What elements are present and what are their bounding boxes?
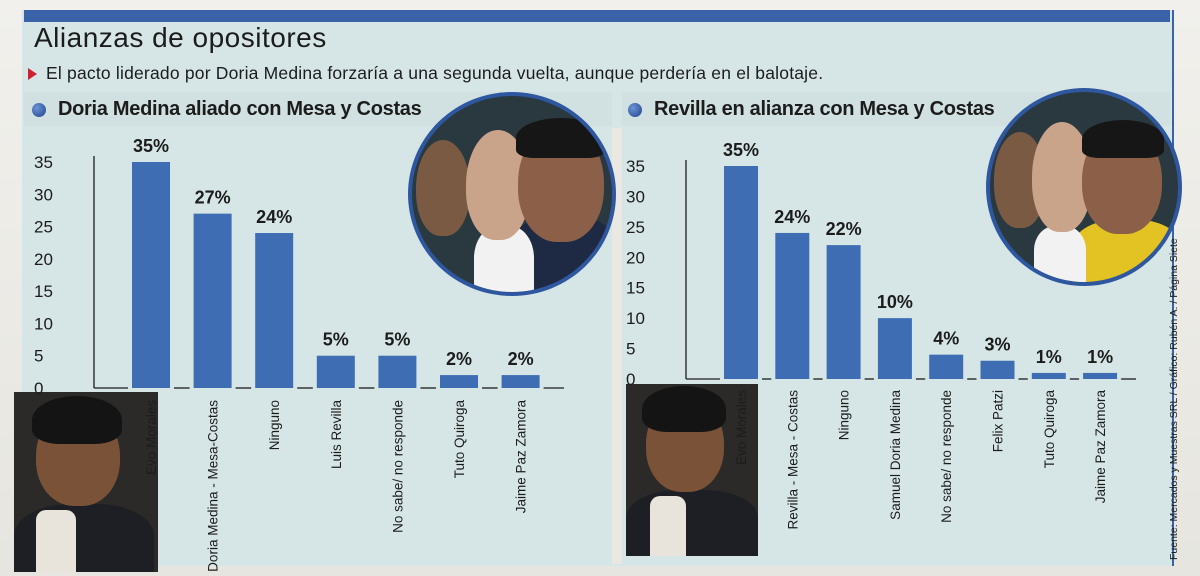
y-tick-label: 25 xyxy=(34,218,53,237)
bar xyxy=(193,213,232,388)
politicians-photo-circle-left xyxy=(408,92,616,296)
category-label: Felix Patzi xyxy=(991,390,1006,452)
y-tick-label: 35 xyxy=(34,153,53,172)
bar-value-label: 10% xyxy=(877,292,913,312)
category-label: Doria Medina - Mesa-Costas xyxy=(206,400,221,572)
bar-value-label: 3% xyxy=(984,335,1010,355)
category-label: Evo Morales xyxy=(144,400,159,475)
category-label: Luis Revilla xyxy=(329,400,344,470)
bar-value-label: 35% xyxy=(723,140,759,160)
evo-morales-photo-right xyxy=(626,384,758,556)
chart-1-title-row: Doria Medina aliado con Mesa y Costas xyxy=(32,98,422,121)
bar xyxy=(929,354,964,379)
bar xyxy=(1031,372,1066,379)
y-tick-label: 20 xyxy=(34,250,53,269)
bullet-dot-icon xyxy=(628,102,642,117)
category-label: Ninguno xyxy=(837,390,852,440)
bar xyxy=(1083,372,1118,379)
y-tick-label: 0 xyxy=(626,370,635,389)
page-title: Alianzas de opositores xyxy=(34,22,327,53)
y-tick-label: 10 xyxy=(34,314,53,333)
y-tick-label: 30 xyxy=(626,187,645,206)
bar-value-label: 1% xyxy=(1087,347,1113,367)
category-label: Tuto Quiroga xyxy=(1042,390,1057,469)
bar xyxy=(440,375,478,388)
y-tick-label: 15 xyxy=(34,282,53,301)
bar xyxy=(132,162,170,388)
bar xyxy=(724,166,758,379)
chart-divider xyxy=(612,128,622,564)
evo-morales-photo-left xyxy=(14,392,158,572)
y-tick-label: 30 xyxy=(34,185,53,204)
bar-value-label: 35% xyxy=(133,136,169,156)
bar-value-label: 27% xyxy=(195,188,231,208)
category-label: No sabe/ no responde xyxy=(390,400,405,533)
y-tick-label: 20 xyxy=(626,248,645,267)
bar-value-label: 2% xyxy=(508,349,534,369)
category-label: Tuto Quiroga xyxy=(452,400,467,479)
category-label: Revilla - Mesa - Costas xyxy=(785,390,800,530)
bar-value-label: 5% xyxy=(384,330,410,350)
y-tick-label: 15 xyxy=(626,279,645,298)
bullet-dot-icon xyxy=(32,102,46,117)
bar xyxy=(378,355,417,388)
y-tick-label: 25 xyxy=(626,218,645,237)
category-label: Samuel Doria Medina xyxy=(888,390,903,520)
category-label: Jaime Paz Zamora xyxy=(1093,390,1108,504)
chart-2-title-row: Revilla en alianza con Mesa y Costas xyxy=(628,98,995,121)
bar xyxy=(316,355,355,388)
category-label: Evo Morales xyxy=(734,390,749,465)
bar-value-label: 24% xyxy=(774,207,810,227)
y-tick-label: 5 xyxy=(626,340,635,359)
bar xyxy=(826,245,861,379)
bar xyxy=(980,360,1015,379)
y-tick-label: 5 xyxy=(34,347,43,366)
subtitle-row: El pacto liderado por Doria Medina forza… xyxy=(28,63,823,84)
category-label: Jaime Paz Zamora xyxy=(514,400,529,514)
bar-value-label: 5% xyxy=(323,330,349,350)
bar xyxy=(775,232,810,379)
bar-value-label: 24% xyxy=(256,207,292,227)
bar xyxy=(255,233,294,388)
y-tick-label: 35 xyxy=(626,157,645,176)
bar xyxy=(877,318,912,379)
bar-value-label: 4% xyxy=(933,329,959,349)
y-tick-label: 0 xyxy=(34,379,43,398)
y-tick-label: 10 xyxy=(626,309,645,328)
bar-value-label: 22% xyxy=(826,219,862,239)
top-accent-bar xyxy=(24,10,1170,22)
bar-value-label: 2% xyxy=(446,349,472,369)
category-label: Ninguno xyxy=(267,400,282,450)
triangle-bullet-icon xyxy=(28,67,37,80)
page-subtitle: El pacto liderado por Doria Medina forza… xyxy=(46,63,824,83)
politicians-photo-circle-right xyxy=(986,88,1182,286)
bar-value-label: 1% xyxy=(1036,347,1062,367)
chart-1-title: Doria Medina aliado con Mesa y Costas xyxy=(58,98,422,120)
chart-2-title: Revilla en alianza con Mesa y Costas xyxy=(654,98,995,120)
bar xyxy=(501,375,540,388)
category-label: No sabe/ no responde xyxy=(939,390,954,523)
source-credit: Fuente: Mercados y Muestras SRL / Gráfic… xyxy=(1168,238,1180,560)
